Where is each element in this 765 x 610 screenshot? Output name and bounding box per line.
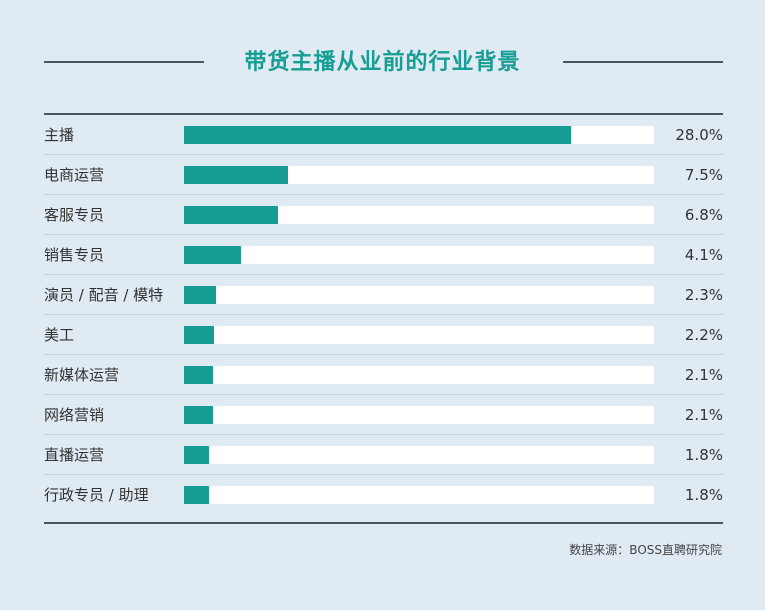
category-label: 美工 <box>44 326 75 344</box>
value-label: 4.1% <box>684 246 723 264</box>
bar-track <box>184 206 654 224</box>
bar <box>184 446 209 464</box>
value-label: 6.8% <box>684 206 723 224</box>
bar-track <box>184 126 654 144</box>
bar-track <box>184 446 654 464</box>
chart-title: 带货主播从业前的行业背景 <box>244 50 521 75</box>
category-label: 网络营销 <box>44 406 105 424</box>
bar-row: 演员 / 配音 / 模特 2.3% <box>44 275 723 315</box>
bar-track <box>184 286 654 304</box>
value-label: 28.0% <box>675 126 723 144</box>
bar <box>184 486 209 504</box>
bar <box>184 286 216 304</box>
value-label: 1.8% <box>684 446 723 464</box>
value-label: 1.8% <box>684 486 723 504</box>
bar-row: 客服专员 6.8% <box>44 195 723 235</box>
value-label: 2.2% <box>684 326 723 344</box>
bar-chart: 主播 28.0% 电商运营 7.5% 客服专员 6.8% 销售专员 4.1% 演员 / 配音 /… <box>44 115 723 516</box>
value-label: 2.3% <box>684 286 723 304</box>
category-label: 销售专员 <box>44 246 105 264</box>
category-label: 客服专员 <box>44 206 105 224</box>
bar-track <box>184 246 654 264</box>
category-label: 新媒体运营 <box>44 366 120 384</box>
value-label: 2.1% <box>684 406 723 424</box>
bar-row: 电商运营 7.5% <box>44 155 723 195</box>
category-label: 电商运营 <box>44 166 105 184</box>
table-bottom-rule <box>44 522 723 524</box>
bar-track <box>184 486 654 504</box>
title-rule-right <box>563 61 723 63</box>
bar-row: 主播 28.0% <box>44 115 723 155</box>
bar <box>184 406 214 424</box>
bar-row: 直播运营 1.8% <box>44 435 723 475</box>
bar <box>184 246 241 264</box>
bar <box>184 326 215 344</box>
table-top-rule <box>44 113 723 115</box>
bar-row: 行政专员 / 助理 1.8% <box>44 475 723 516</box>
bar-track <box>184 406 654 424</box>
bar-track <box>184 366 654 384</box>
category-label: 行政专员 / 助理 <box>44 486 149 504</box>
source-note: 数据来源：BOSS直聘研究院 <box>569 543 722 557</box>
bar <box>184 166 288 184</box>
bar <box>184 366 214 384</box>
bar-row: 销售专员 4.1% <box>44 235 723 275</box>
bar-row: 网络营销 2.1% <box>44 395 723 435</box>
category-label: 主播 <box>44 126 75 144</box>
category-label: 演员 / 配音 / 模特 <box>44 286 164 304</box>
value-label: 7.5% <box>684 166 723 184</box>
bar-track <box>184 326 654 344</box>
bar-row: 美工 2.2% <box>44 315 723 355</box>
bar-row: 新媒体运营 2.1% <box>44 355 723 395</box>
bar <box>184 206 278 224</box>
bar <box>184 126 572 144</box>
value-label: 2.1% <box>684 366 723 384</box>
title-rule-left <box>44 61 204 63</box>
bar-track <box>184 166 654 184</box>
category-label: 直播运营 <box>44 446 105 464</box>
